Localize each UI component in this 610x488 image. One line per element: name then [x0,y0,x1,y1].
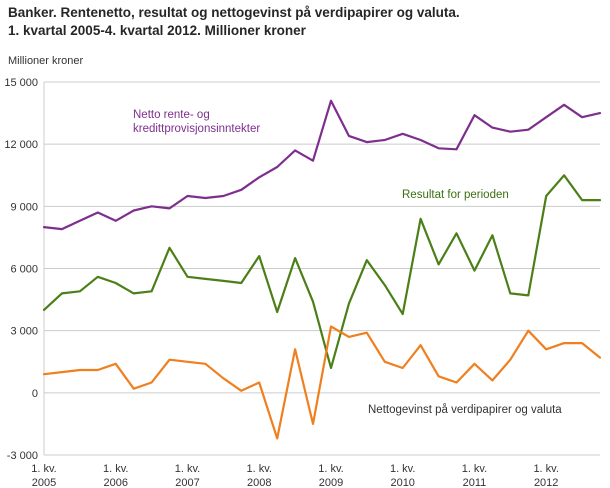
series-label-rentenetto: Netto rente- og kredittprovisjonsinntekt… [133,109,261,136]
x-tick-label: 1. kv. 2006 [103,463,128,488]
chart-title: Banker. Rentenetto, resultat og nettogev… [8,4,598,39]
chart-title-line2: 1. kvartal 2005-4. kvartal 2012. Million… [8,22,306,38]
y-axis-title: Millioner kroner [8,55,84,67]
y-tick-label: 0 [32,388,38,400]
x-tick-label: 1. kv. 2005 [31,463,56,488]
chart-title-line1: Banker. Rentenetto, resultat og nettogev… [8,5,460,20]
y-tick-label: 3 000 [10,326,38,338]
y-tick-label: 9 000 [10,201,38,213]
x-tick-label: 1. kv. 2010 [390,463,415,488]
y-tick-label: 12 000 [4,139,38,151]
y-tick-label: -3 000 [7,450,38,462]
x-tick-label: 1. kv. 2012 [533,463,558,488]
x-tick-label: 1. kv. 2011 [462,463,487,488]
x-tick-label: 1. kv. 2009 [318,463,343,488]
x-tick-label: 1. kv. 2007 [175,463,200,488]
series-label-resultat: Resultat for perioden [402,189,509,201]
series-line-nettogevinst-p-verdipapirer-og-valuta [42,325,602,440]
series-line-netto-rente-og-kredittprovisjonsinntekter [42,99,602,231]
y-tick-label: 15 000 [4,77,38,89]
x-tick-label: 1. kv. 2008 [246,463,271,488]
series-label-nettogevinst: Nettogevinst på verdipapirer og valuta [368,404,562,416]
y-tick-label: 6 000 [10,264,38,276]
series-line-resultat-for-perioden [42,174,602,370]
